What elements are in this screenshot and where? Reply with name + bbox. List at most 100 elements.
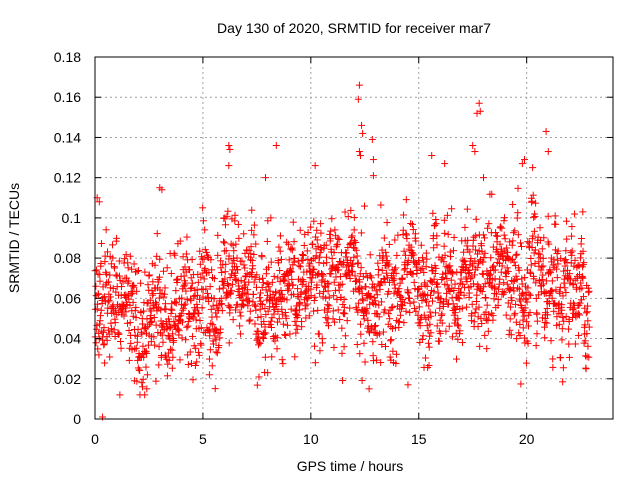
data-point (138, 320, 146, 328)
data-point (254, 314, 262, 322)
data-point (560, 275, 568, 283)
data-point (407, 220, 415, 228)
data-point (416, 322, 424, 330)
data-point (343, 317, 351, 325)
data-point (559, 314, 567, 322)
data-point (346, 304, 354, 312)
data-point (449, 333, 457, 341)
data-point (184, 361, 192, 369)
data-point (363, 305, 371, 313)
data-point (503, 280, 511, 288)
data-point (358, 285, 366, 293)
data-point (553, 274, 561, 282)
data-point (532, 279, 540, 287)
data-point (134, 267, 142, 275)
data-point (257, 313, 265, 321)
data-point (479, 231, 487, 239)
data-point (455, 295, 463, 303)
data-point (378, 266, 386, 274)
data-point (338, 349, 346, 357)
data-point (340, 296, 348, 304)
data-point (303, 247, 311, 255)
data-point (207, 319, 215, 327)
data-point (240, 230, 248, 238)
data-point (400, 247, 408, 255)
data-point (169, 353, 177, 361)
y-tick-label: 0.18 (54, 49, 81, 65)
data-point (419, 332, 427, 340)
data-point (571, 210, 579, 218)
data-point (106, 293, 114, 301)
data-point (365, 385, 373, 393)
data-point (129, 289, 137, 297)
data-point (530, 275, 538, 283)
data-point (331, 318, 339, 326)
data-point (531, 260, 539, 268)
data-point (270, 310, 278, 318)
data-point (186, 266, 194, 274)
data-point (323, 319, 331, 327)
data-point (503, 264, 511, 272)
data-point (471, 309, 479, 317)
data-point (159, 338, 167, 346)
data-point (441, 160, 449, 168)
data-point (519, 316, 527, 324)
data-point (284, 287, 292, 295)
data-point (382, 269, 390, 277)
data-point (362, 270, 370, 278)
data-point (515, 266, 523, 274)
data-point (409, 226, 417, 234)
data-point (527, 261, 535, 269)
data-point (304, 228, 312, 236)
data-point (104, 248, 112, 256)
data-point (218, 307, 226, 315)
data-point (163, 264, 171, 272)
data-point (106, 353, 114, 361)
data-point (202, 285, 210, 293)
data-point (521, 304, 529, 312)
data-point (209, 337, 217, 345)
data-point (138, 330, 146, 338)
data-point (497, 223, 505, 231)
data-point (172, 313, 180, 321)
data-point (143, 299, 151, 307)
data-point (430, 288, 438, 296)
data-point (357, 320, 365, 328)
data-point (402, 196, 410, 204)
data-point (426, 308, 434, 316)
data-point (479, 258, 487, 266)
data-point (125, 356, 133, 364)
data-point (500, 231, 508, 239)
data-point (533, 330, 541, 338)
data-point (536, 224, 544, 232)
data-point (239, 301, 247, 309)
data-point (514, 209, 522, 217)
data-point (170, 249, 178, 257)
x-tick-label: 15 (411, 431, 427, 447)
data-point (308, 274, 316, 282)
data-point (226, 309, 234, 317)
data-point (150, 313, 158, 321)
data-point (192, 316, 200, 324)
data-point (353, 252, 361, 260)
data-point (501, 235, 509, 243)
data-point (409, 270, 417, 278)
data-point (557, 354, 565, 362)
data-point (133, 267, 141, 275)
data-point (350, 226, 358, 234)
data-point (326, 230, 334, 238)
plot-frame (94, 56, 614, 420)
data-point (195, 310, 203, 318)
data-point (92, 266, 100, 274)
data-point (263, 280, 271, 288)
data-point (219, 284, 227, 292)
data-point (330, 343, 338, 351)
data-point (115, 330, 123, 338)
data-point (282, 314, 290, 322)
data-point (225, 339, 233, 347)
data-point (235, 285, 243, 293)
data-point (156, 255, 164, 263)
data-point (423, 255, 431, 263)
y-tick-label: 0.08 (54, 250, 81, 266)
data-point (446, 262, 454, 270)
